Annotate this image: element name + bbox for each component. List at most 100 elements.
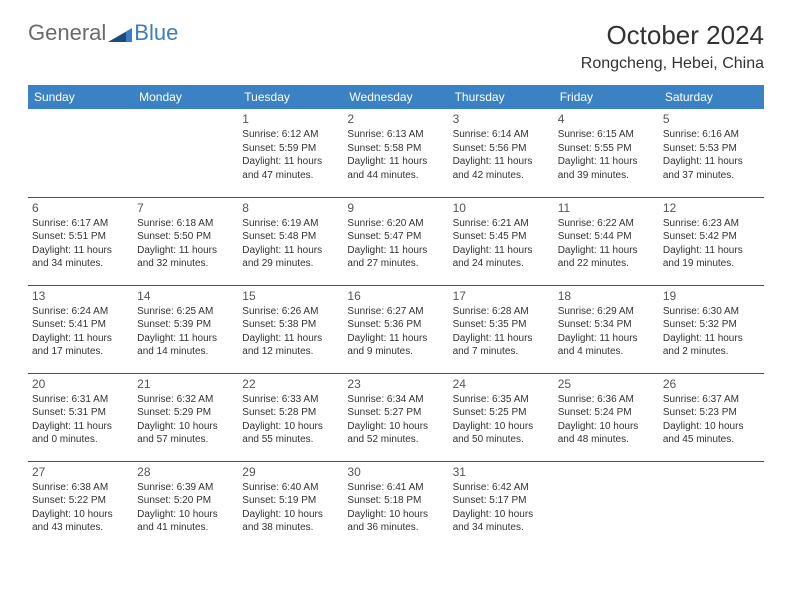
- day-details: Sunrise: 6:29 AMSunset: 5:34 PMDaylight:…: [558, 305, 655, 359]
- calendar-row: 20Sunrise: 6:31 AMSunset: 5:31 PMDayligh…: [28, 373, 764, 461]
- day-number: 6: [32, 201, 129, 215]
- day-number: 7: [137, 201, 234, 215]
- day-details: Sunrise: 6:37 AMSunset: 5:23 PMDaylight:…: [663, 393, 760, 447]
- day-number: 21: [137, 377, 234, 391]
- day-number: 13: [32, 289, 129, 303]
- day-details: Sunrise: 6:40 AMSunset: 5:19 PMDaylight:…: [242, 481, 339, 535]
- day-number: 31: [453, 465, 550, 479]
- day-details: Sunrise: 6:42 AMSunset: 5:17 PMDaylight:…: [453, 481, 550, 535]
- calendar-row: 1Sunrise: 6:12 AMSunset: 5:59 PMDaylight…: [28, 109, 764, 197]
- day-cell: 27 Sunrise: 6:38 AMSunset: 5:22 PMDayligh…: [28, 461, 133, 549]
- day-number: 10: [453, 201, 550, 215]
- title-block: October 2024 Rongcheng, Hebei, China: [581, 20, 764, 73]
- day-number: 20: [32, 377, 129, 391]
- day-details: Sunrise: 6:41 AMSunset: 5:18 PMDaylight:…: [347, 481, 444, 535]
- day-cell: 4 Sunrise: 6:15 AMSunset: 5:55 PMDaylight…: [554, 109, 659, 197]
- day-cell: 7 Sunrise: 6:18 AMSunset: 5:50 PMDaylight…: [133, 197, 238, 285]
- weekday-header: Friday: [554, 85, 659, 109]
- day-details: Sunrise: 6:38 AMSunset: 5:22 PMDaylight:…: [32, 481, 129, 535]
- day-details: Sunrise: 6:27 AMSunset: 5:36 PMDaylight:…: [347, 305, 444, 359]
- weekday-header: Thursday: [449, 85, 554, 109]
- empty-cell: [28, 109, 133, 197]
- day-number: 29: [242, 465, 339, 479]
- calendar-row: 27 Sunrise: 6:38 AMSunset: 5:22 PMDayligh…: [28, 461, 764, 549]
- day-number: 8: [242, 201, 339, 215]
- day-number: 4: [558, 112, 655, 126]
- day-details: Sunrise: 6:23 AMSunset: 5:42 PMDaylight:…: [663, 217, 760, 271]
- day-details: Sunrise: 6:34 AMSunset: 5:27 PMDaylight:…: [347, 393, 444, 447]
- day-details: Sunrise: 6:18 AMSunset: 5:50 PMDaylight:…: [137, 217, 234, 271]
- day-number: 30: [347, 465, 444, 479]
- location: Rongcheng, Hebei, China: [581, 55, 764, 73]
- logo: General Blue: [28, 20, 178, 46]
- day-cell: 16 Sunrise: 6:27 AMSunset: 5:36 PMDayligh…: [343, 285, 448, 373]
- weekday-header: Wednesday: [343, 85, 448, 109]
- day-cell: 11 Sunrise: 6:22 AMSunset: 5:44 PMDayligh…: [554, 197, 659, 285]
- day-details: Sunrise: 6:24 AMSunset: 5:41 PMDaylight:…: [32, 305, 129, 359]
- day-details: Sunrise: 6:35 AMSunset: 5:25 PMDaylight:…: [453, 393, 550, 447]
- day-details: Sunrise: 6:33 AMSunset: 5:28 PMDaylight:…: [242, 393, 339, 447]
- day-cell: 25 Sunrise: 6:36 AMSunset: 5:24 PMDayligh…: [554, 373, 659, 461]
- weekday-header: Monday: [133, 85, 238, 109]
- day-cell: 17Sunrise: 6:28 AMSunset: 5:35 PMDayligh…: [449, 285, 554, 373]
- day-cell: 9Sunrise: 6:20 AMSunset: 5:47 PMDaylight…: [343, 197, 448, 285]
- day-cell: 30 Sunrise: 6:41 AMSunset: 5:18 PMDayligh…: [343, 461, 448, 549]
- day-number: 15: [242, 289, 339, 303]
- day-number: 28: [137, 465, 234, 479]
- day-details: Sunrise: 6:28 AMSunset: 5:35 PMDaylight:…: [453, 305, 550, 359]
- calendar-row: 6 Sunrise: 6:17 AMSunset: 5:51 PMDaylight…: [28, 197, 764, 285]
- day-cell: 21Sunrise: 6:32 AMSunset: 5:29 PMDayligh…: [133, 373, 238, 461]
- day-cell: 13 Sunrise: 6:24 AMSunset: 5:41 PMDayligh…: [28, 285, 133, 373]
- day-cell: 10 Sunrise: 6:21 AMSunset: 5:45 PMDayligh…: [449, 197, 554, 285]
- day-details: Sunrise: 6:25 AMSunset: 5:39 PMDaylight:…: [137, 305, 234, 359]
- day-number: 12: [663, 201, 760, 215]
- day-number: 3: [453, 112, 550, 126]
- day-cell: 28 Sunrise: 6:39 AMSunset: 5:20 PMDayligh…: [133, 461, 238, 549]
- day-details: Sunrise: 6:26 AMSunset: 5:38 PMDaylight:…: [242, 305, 339, 359]
- day-number: 24: [453, 377, 550, 391]
- day-cell: 15 Sunrise: 6:26 AMSunset: 5:38 PMDayligh…: [238, 285, 343, 373]
- day-number: 23: [347, 377, 444, 391]
- day-number: 5: [663, 112, 760, 126]
- day-details: Sunrise: 6:39 AMSunset: 5:20 PMDaylight:…: [137, 481, 234, 535]
- day-cell: 20Sunrise: 6:31 AMSunset: 5:31 PMDayligh…: [28, 373, 133, 461]
- day-number: 1: [242, 112, 339, 126]
- day-number: 25: [558, 377, 655, 391]
- day-number: 22: [242, 377, 339, 391]
- day-cell: 31 Sunrise: 6:42 AMSunset: 5:17 PMDayligh…: [449, 461, 554, 549]
- day-number: 11: [558, 201, 655, 215]
- day-details: Sunrise: 6:20 AMSunset: 5:47 PMDaylight:…: [347, 217, 444, 271]
- logo-text-blue: Blue: [134, 20, 178, 45]
- day-cell: 6 Sunrise: 6:17 AMSunset: 5:51 PMDaylight…: [28, 197, 133, 285]
- day-number: 27: [32, 465, 129, 479]
- day-cell: 23 Sunrise: 6:34 AMSunset: 5:27 PMDayligh…: [343, 373, 448, 461]
- empty-cell: [133, 109, 238, 197]
- day-cell: 22 Sunrise: 6:33 AMSunset: 5:28 PMDayligh…: [238, 373, 343, 461]
- day-cell: 1Sunrise: 6:12 AMSunset: 5:59 PMDaylight…: [238, 109, 343, 197]
- day-cell: 29 Sunrise: 6:40 AMSunset: 5:19 PMDayligh…: [238, 461, 343, 549]
- weekday-header: Sunday: [28, 85, 133, 109]
- calendar-table: SundayMondayTuesdayWednesdayThursdayFrid…: [28, 85, 764, 549]
- day-details: Sunrise: 6:21 AMSunset: 5:45 PMDaylight:…: [453, 217, 550, 271]
- weekday-header: Tuesday: [238, 85, 343, 109]
- day-details: Sunrise: 6:22 AMSunset: 5:44 PMDaylight:…: [558, 217, 655, 271]
- day-cell: 19Sunrise: 6:30 AMSunset: 5:32 PMDayligh…: [659, 285, 764, 373]
- day-number: 26: [663, 377, 760, 391]
- calendar-row: 13 Sunrise: 6:24 AMSunset: 5:41 PMDayligh…: [28, 285, 764, 373]
- day-cell: 14 Sunrise: 6:25 AMSunset: 5:39 PMDayligh…: [133, 285, 238, 373]
- day-details: Sunrise: 6:16 AMSunset: 5:53 PMDaylight:…: [663, 128, 760, 182]
- empty-cell: [659, 461, 764, 549]
- day-cell: 8 Sunrise: 6:19 AMSunset: 5:48 PMDaylight…: [238, 197, 343, 285]
- empty-cell: [554, 461, 659, 549]
- day-number: 2: [347, 112, 444, 126]
- day-details: Sunrise: 6:15 AMSunset: 5:55 PMDaylight:…: [558, 128, 655, 182]
- weekday-header-row: SundayMondayTuesdayWednesdayThursdayFrid…: [28, 85, 764, 109]
- day-details: Sunrise: 6:30 AMSunset: 5:32 PMDaylight:…: [663, 305, 760, 359]
- calendar-body: 1Sunrise: 6:12 AMSunset: 5:59 PMDaylight…: [28, 109, 764, 549]
- day-number: 18: [558, 289, 655, 303]
- day-number: 14: [137, 289, 234, 303]
- day-details: Sunrise: 6:17 AMSunset: 5:51 PMDaylight:…: [32, 217, 129, 271]
- day-details: Sunrise: 6:36 AMSunset: 5:24 PMDaylight:…: [558, 393, 655, 447]
- day-number: 16: [347, 289, 444, 303]
- day-details: Sunrise: 6:19 AMSunset: 5:48 PMDaylight:…: [242, 217, 339, 271]
